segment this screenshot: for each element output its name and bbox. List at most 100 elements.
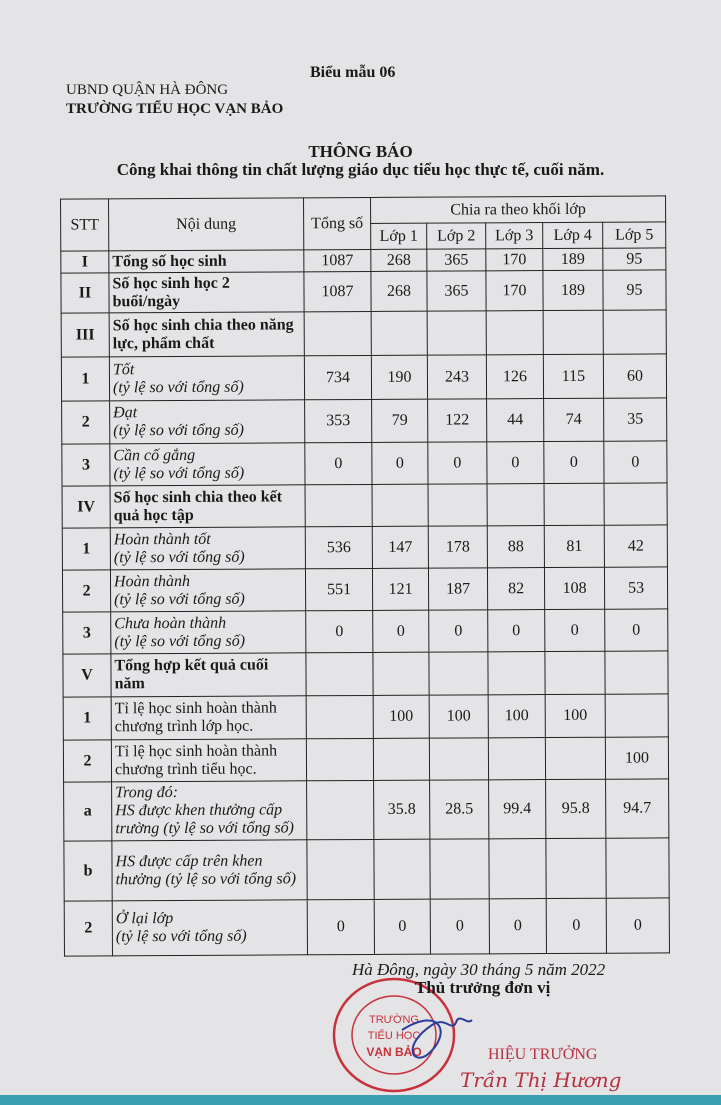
row-stt: I [60, 250, 109, 274]
row-content: Số học sinh học 2 buổi/ngày [108, 271, 305, 313]
row-value: 99.4 [488, 779, 546, 839]
row-value [306, 738, 374, 781]
row-value: 94.7 [605, 778, 669, 839]
table-row: III Số học sinh chia theo năng lực, phẩm … [61, 309, 667, 358]
row-value [603, 309, 667, 355]
row-value [544, 651, 606, 695]
row-stt: b [63, 840, 113, 902]
row-content: Tổng số học sinh [108, 249, 304, 273]
row-content: Chưa hoàn thành (tỷ lệ so với tổng số) [110, 610, 306, 654]
row-label: HS được cấp trên khen thưởng (tỷ lệ so v… [115, 852, 297, 888]
row-value: 53 [604, 566, 668, 610]
row-value: 81 [544, 525, 605, 568]
header-stt: STT [60, 198, 109, 252]
row-value [428, 651, 489, 696]
row-value: 189 [542, 270, 604, 311]
row-stt: 1 [61, 356, 110, 402]
table-row: 2 Hoàn thành (tỷ lệ so với tổng số) 551 121 1… [62, 566, 668, 613]
table-row: 1 Tốt (tỷ lệ so với tổng số) 734 190 243 126 11… [61, 353, 667, 402]
row-value [371, 311, 428, 356]
row-value [544, 483, 605, 526]
row-value: 0 [372, 610, 429, 653]
row-content: Trong đó: HS được khen thưởng cấp trường … [111, 780, 307, 841]
background-edge [0, 1095, 721, 1105]
row-content: Cần cố gắng (tỷ lệ so với tổng số) [109, 442, 306, 486]
row-label: Số học sinh chia theo kết quả học tập [113, 487, 283, 524]
row-value: 170 [485, 248, 543, 271]
row-value: 0 [606, 897, 670, 954]
row-label: Cần cố gắng [113, 446, 196, 464]
row-label: Tổng số học sinh [112, 252, 227, 270]
table-row: IV Số học sinh chia theo kết quả học tập [62, 482, 668, 529]
header-grade: Lớp 1 [370, 223, 427, 250]
quality-table: STT Nội dung Tổng số Chia ra theo khối l… [60, 195, 670, 957]
row-note: (tỷ lệ so với tổng số) [112, 378, 244, 396]
row-value [545, 838, 607, 899]
row-value: 0 [428, 609, 488, 653]
row-label: Ở lại lớp [115, 910, 174, 928]
row-content: Hoàn thành (tỷ lệ so với tổng số) [110, 568, 306, 612]
row-value [486, 310, 544, 355]
row-stt: 2 [61, 400, 110, 445]
row-content: Tổng hợp kết quả cuối năm [110, 652, 307, 697]
row-value [604, 482, 668, 526]
row-label: Đạt [113, 404, 138, 422]
row-value: 35 [603, 397, 667, 442]
row-label: Tổng hợp kết quả cuối năm [114, 656, 269, 693]
row-value: 0 [304, 442, 373, 485]
row-content: Số học sinh chia theo kết quả học tập [110, 484, 306, 528]
row-value: 115 [543, 354, 604, 399]
row-value: 536 [305, 526, 373, 569]
school-stamp: TRƯỜNG TIỂU HỌC VẠN BẢO [332, 975, 482, 1100]
header-grade: Lớp 2 [426, 222, 486, 250]
row-value [306, 780, 374, 840]
row-value: 1087 [303, 271, 372, 312]
row-value [304, 311, 372, 356]
school-name: TRƯỜNG TIỂU HỌC VẠN BẢO [66, 101, 284, 117]
row-content: Đạt (tỷ lệ so với tổng số) [109, 399, 305, 444]
row-value: 0 [305, 610, 373, 653]
row-stt: V [62, 653, 112, 698]
row-stt: 3 [61, 443, 111, 487]
row-value: 0 [430, 898, 490, 955]
row-stt: 2 [62, 569, 111, 613]
table-row: 1 Hoàn thành tốt (tỷ lệ so với tổng số) 536… [62, 524, 668, 571]
authority-name: UBND QUẬN HÀ ĐÔNG [66, 82, 229, 98]
document-title: THÔNG BÁO [308, 142, 413, 161]
row-value [373, 738, 430, 781]
row-value [488, 737, 546, 780]
row-value: 100 [373, 695, 430, 739]
svg-text:VẠN BẢO: VẠN BẢO [366, 1044, 421, 1059]
row-content: Hoàn thành tốt (tỷ lệ so với tổng số) [110, 526, 306, 570]
row-value: 0 [546, 898, 607, 954]
document-subtitle: Công khai thông tin chất lượng giáo dục … [116, 160, 605, 179]
row-value [305, 484, 373, 527]
row-value: 100 [488, 694, 546, 738]
row-label: Tốt [112, 360, 135, 378]
row-label: Tỉ lệ học sinh hoàn thành chương trình l… [114, 699, 277, 736]
row-stt: a [63, 781, 112, 842]
header-grade: Lớp 4 [542, 222, 603, 249]
row-stt: II [60, 272, 110, 314]
row-label: Hoàn thành [113, 572, 191, 590]
row-value: 121 [372, 568, 429, 611]
table-row: a Trong đó: HS được khen thưởng cấp trường… [63, 778, 669, 842]
table-row: 3 Cần cố gắng (tỷ lệ so với tổng số) 0 0 0 0 0 0 [61, 440, 668, 487]
row-value [306, 839, 375, 900]
row-label: Số học sinh học 2 buổi/ngày [112, 274, 230, 310]
signer-position: HIỆU TRƯỞNG [488, 1046, 598, 1063]
row-value: 170 [485, 270, 544, 311]
row-value [545, 737, 606, 780]
row-value: 0 [603, 440, 668, 484]
row-value: 35.8 [373, 780, 430, 840]
row-value: 551 [305, 568, 373, 611]
table-row: II Số học sinh học 2 buổi/ngày 1087 268 365 1… [60, 269, 667, 314]
row-value: 122 [427, 398, 487, 443]
row-value: 365 [426, 270, 487, 312]
header-grade: Lớp 3 [485, 222, 543, 249]
table-row: 2 Đạt (tỷ lệ so với tổng số) 353 79 122 44 74 35 [61, 397, 667, 445]
row-value [428, 483, 488, 527]
row-note: (tỷ lệ so với tổng số) [114, 590, 245, 608]
table-row: b HS được cấp trên khen thưởng (tỷ lệ so … [63, 837, 670, 902]
